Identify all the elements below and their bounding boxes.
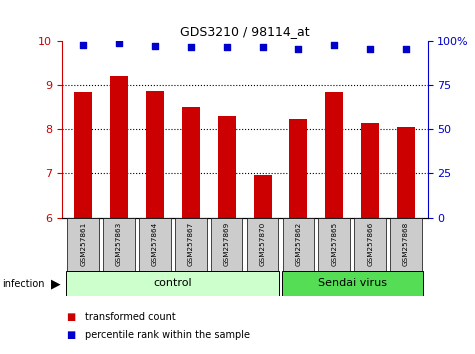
Bar	[146, 91, 164, 218]
FancyBboxPatch shape	[282, 271, 423, 296]
Text: GSM257864: GSM257864	[152, 222, 158, 266]
Text: GSM257870: GSM257870	[259, 222, 266, 266]
Point	[366, 46, 374, 51]
Text: ■: ■	[66, 330, 76, 339]
Text: ■: ■	[66, 312, 76, 322]
Point	[151, 43, 159, 49]
Bar	[74, 92, 92, 218]
Text: control: control	[153, 278, 192, 288]
Text: Sendai virus: Sendai virus	[318, 278, 387, 288]
FancyBboxPatch shape	[354, 218, 386, 271]
Text: GSM257868: GSM257868	[403, 222, 409, 266]
Bar	[397, 127, 415, 218]
Bar	[289, 119, 307, 218]
FancyBboxPatch shape	[319, 218, 350, 271]
Bar	[361, 122, 379, 218]
FancyBboxPatch shape	[66, 271, 279, 296]
FancyBboxPatch shape	[283, 218, 314, 271]
Bar	[110, 76, 128, 218]
Point	[331, 42, 338, 47]
FancyBboxPatch shape	[104, 218, 135, 271]
Bar	[182, 107, 200, 218]
Text: GSM257863: GSM257863	[116, 222, 122, 266]
Text: ▶: ▶	[51, 278, 61, 290]
Point	[187, 44, 195, 50]
FancyBboxPatch shape	[390, 218, 422, 271]
Bar	[218, 116, 236, 218]
Bar	[325, 92, 343, 218]
Point	[223, 44, 230, 50]
Point	[402, 46, 410, 51]
FancyBboxPatch shape	[67, 218, 99, 271]
Text: GSM257866: GSM257866	[367, 222, 373, 266]
Text: GSM257869: GSM257869	[224, 222, 230, 266]
Text: infection: infection	[2, 279, 45, 289]
Point	[115, 41, 123, 46]
FancyBboxPatch shape	[175, 218, 207, 271]
Text: GSM257867: GSM257867	[188, 222, 194, 266]
Title: GDS3210 / 98114_at: GDS3210 / 98114_at	[180, 25, 309, 38]
Point	[79, 42, 87, 48]
Point	[259, 44, 266, 50]
FancyBboxPatch shape	[247, 218, 278, 271]
FancyBboxPatch shape	[211, 218, 242, 271]
Bar	[254, 175, 272, 218]
Text: percentile rank within the sample: percentile rank within the sample	[85, 330, 249, 339]
Text: GSM257865: GSM257865	[331, 222, 337, 266]
Text: transformed count: transformed count	[85, 312, 175, 322]
Text: GSM257862: GSM257862	[295, 222, 302, 266]
Point	[294, 46, 302, 51]
FancyBboxPatch shape	[139, 218, 171, 271]
Text: GSM257861: GSM257861	[80, 222, 86, 266]
